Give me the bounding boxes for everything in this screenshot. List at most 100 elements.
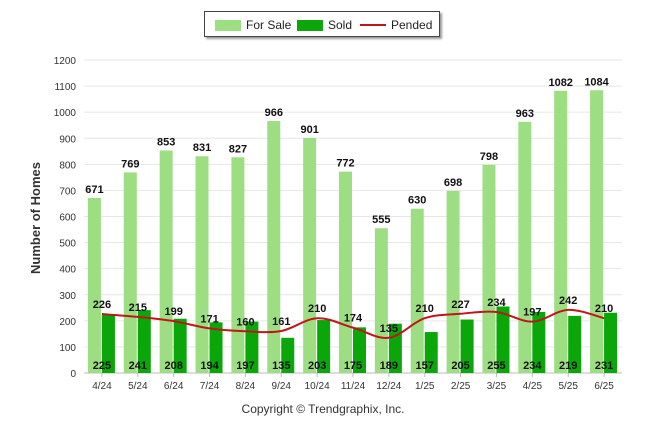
bars [87,90,618,374]
x-tick-label: 10/24 [305,381,330,392]
data-label-sold: 194 [200,360,219,372]
data-label-pended: 234 [487,297,506,309]
bar-for-sale [195,156,209,373]
y-tick-label: 1000 [54,108,77,119]
legend-label-sold: Sold [328,18,353,32]
data-label-sold: 175 [344,360,362,372]
data-label-sold: 219 [559,360,577,372]
y-tick-label: 0 [70,369,76,380]
bar-sold [496,306,510,373]
data-labels: 671 225 226 769 241 215 853 208 199 831 194 171 827 1… [85,76,613,372]
y-tick-label: 100 [59,343,76,354]
data-label-for-sale: 831 [193,142,211,154]
bar-sold [460,319,474,373]
data-label-for-sale: 772 [336,158,354,170]
bar-for-sale [159,150,173,373]
pended-line [101,308,605,339]
legend-label-for-sale: For Sale [246,18,292,32]
x-tick-label: 1/25 [415,381,435,392]
legend-item-pended[interactable]: Pended [360,18,432,32]
x-tick-label: 11/24 [341,381,366,392]
data-label-sold: 208 [164,360,182,372]
data-label-for-sale: 671 [85,184,103,196]
bar-for-sale [482,164,496,373]
for-sale-swatch [215,19,241,31]
y-tick-label: 700 [59,186,76,197]
bar-for-sale [87,197,101,373]
data-label-sold: 234 [523,360,542,372]
bar-sold [245,321,259,373]
bar-for-sale [303,137,317,373]
bar-for-sale [231,157,245,373]
data-label-pended: 174 [344,313,363,325]
data-label-for-sale: 630 [408,195,426,207]
bar-for-sale [123,172,137,373]
data-label-pended: 197 [523,307,541,319]
bar-for-sale [267,121,281,373]
y-tick-label: 900 [59,134,76,145]
legend-item-sold[interactable]: Sold [297,18,352,32]
bar-for-sale [590,90,604,374]
data-label-sold: 225 [93,360,111,372]
y-tick-label: 800 [59,160,76,171]
bar-sold [424,332,438,373]
bar-sold [568,315,582,373]
pended-series [101,308,605,339]
data-label-sold: 241 [129,360,147,372]
y-axis-ticks: 0 100 200 300 400 500 600 700 800 900 1000 1100 1200 [54,56,77,380]
data-label-pended: 135 [380,323,398,335]
sold-swatch [297,19,323,31]
x-axis-ticks: 4/24 5/24 6/24 7/24 8/24 9/24 10/24 11/24 12/24 1… [92,373,614,392]
y-tick-label: 200 [59,317,76,328]
pended-swatch [360,24,386,26]
data-label-pended: 160 [236,316,254,328]
legend: For Sale Sold Pended [204,11,440,37]
data-label-pended: 210 [416,303,434,315]
data-label-sold: 231 [595,360,613,372]
data-label-pended: 210 [595,303,613,315]
x-tick-label: 6/24 [164,381,184,392]
bar-sold [317,320,331,373]
data-label-sold: 205 [451,360,469,372]
y-tick-label: 300 [59,291,76,302]
bar-for-sale [554,90,568,374]
bar-for-sale [518,121,532,373]
bar-for-sale [339,171,352,373]
bar-sold [281,337,295,373]
x-tick-label: 5/24 [128,381,148,392]
bar-sold [532,311,546,373]
y-tick-label: 600 [59,213,76,224]
x-tick-label: 2/25 [451,381,471,392]
data-label-sold: 255 [487,360,505,372]
data-label-for-sale: 1082 [548,77,572,89]
bar-for-sale [446,190,460,373]
data-label-for-sale: 827 [229,143,247,155]
data-label-sold: 203 [308,360,326,372]
x-tick-label: 8/24 [236,381,256,392]
data-label-for-sale: 698 [444,177,462,189]
y-tick-label: 1100 [54,82,76,93]
data-label-for-sale: 901 [300,124,318,136]
data-label-pended: 171 [200,313,218,325]
data-label-pended: 226 [93,299,111,311]
bar-for-sale [410,208,424,373]
copyright-footer: Copyright © Trendgraphix, Inc. [241,402,405,416]
data-label-for-sale: 1084 [584,76,609,88]
x-tick-label: 12/24 [376,381,401,392]
data-label-for-sale: 769 [121,158,139,170]
data-label-sold: 189 [380,360,398,372]
x-tick-label: 5/25 [558,381,578,392]
bar-sold [173,318,187,373]
legend-label-pended: Pended [391,18,433,32]
data-label-sold: 157 [416,360,434,372]
bar-sold [209,322,223,373]
data-label-for-sale: 966 [265,107,283,119]
legend-item-for-sale[interactable]: For Sale [215,18,291,32]
y-axis-label: Number of Homes [28,162,43,274]
data-label-sold: 135 [272,360,290,372]
y-tick-label: 500 [59,239,76,250]
data-label-pended: 199 [164,306,182,318]
data-label-pended: 210 [308,303,326,315]
x-tick-label: 3/25 [487,381,507,392]
